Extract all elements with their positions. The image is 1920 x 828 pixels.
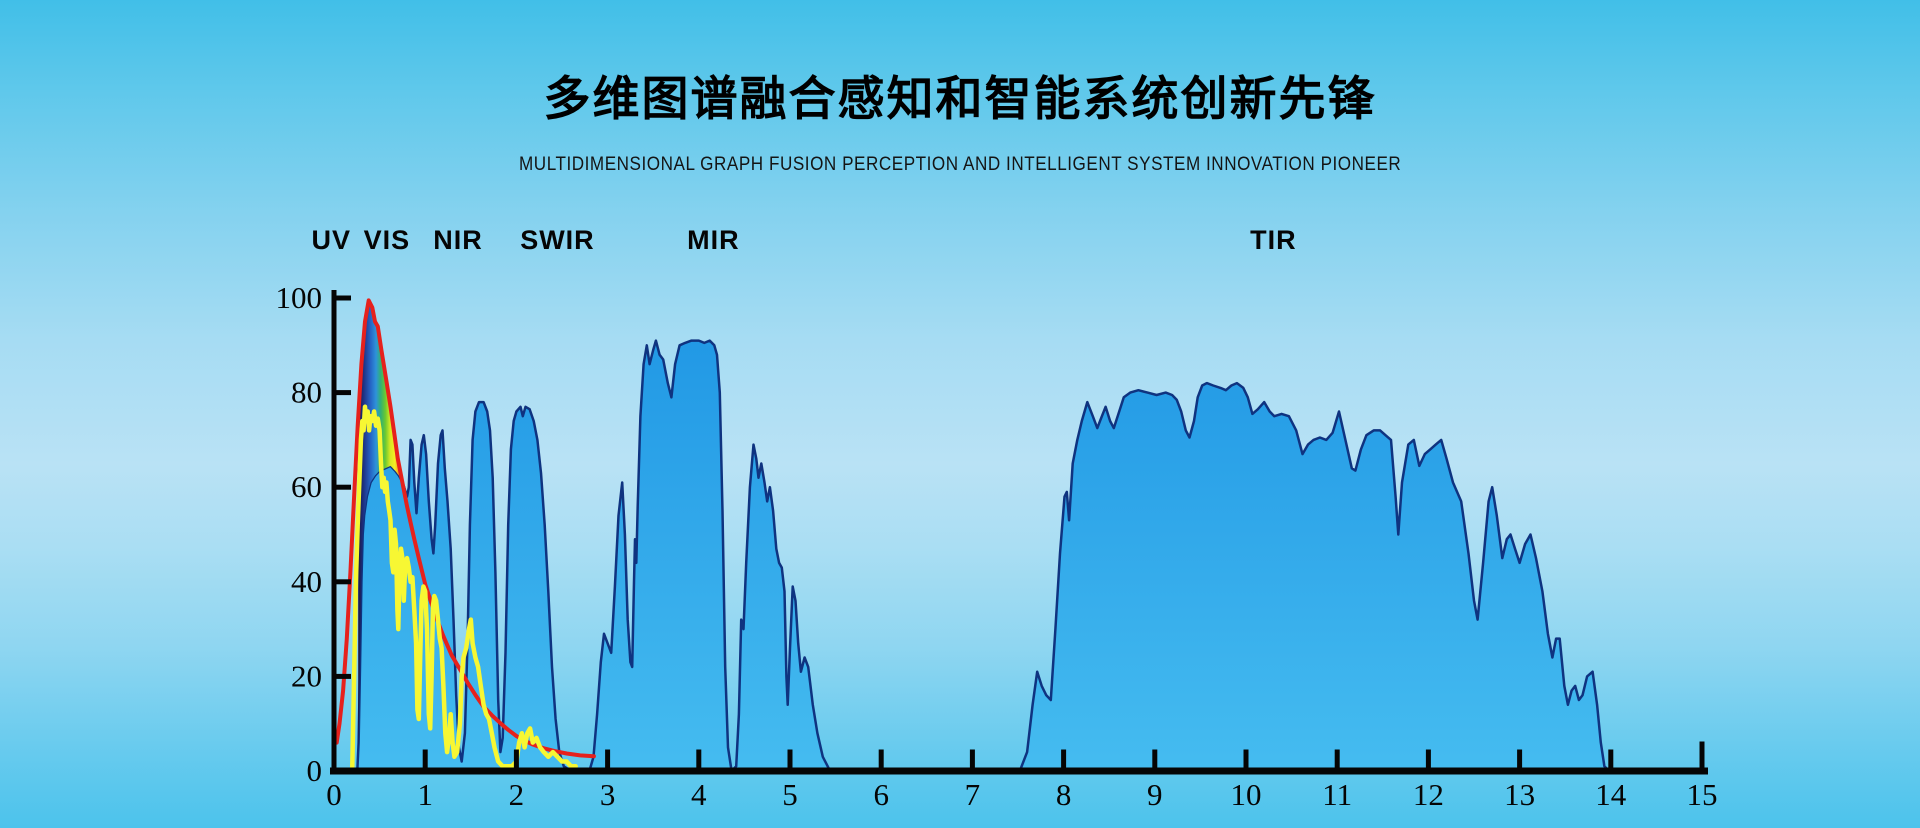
band-label-mir: MIR [687, 225, 740, 255]
x-tick-label: 15 [1687, 777, 1718, 812]
transmission-area-path [332, 339, 1704, 773]
y-tick-label: 60 [291, 469, 322, 504]
y-tick [336, 484, 351, 490]
solar-surface-curve [349, 404, 578, 774]
x-tick-label: 3 [600, 777, 616, 812]
band-label-vis: VIS [364, 225, 411, 255]
x-tick-label: 11 [1322, 777, 1352, 812]
x-tick [1152, 749, 1158, 768]
blackbody-curve-path [334, 298, 596, 759]
page-subtitle: MULTIDIMENSIONAL GRAPH FUSION PERCEPTION… [518, 154, 1402, 175]
y-tick [336, 579, 351, 585]
y-tick-label: 80 [291, 375, 322, 410]
page-title: 多维图谱融合感知和智能系统创新先锋 [543, 72, 1377, 125]
x-tick [1608, 749, 1614, 768]
x-tick-label: 14 [1595, 777, 1627, 812]
y-tick-label: 40 [291, 564, 322, 599]
y-tick [336, 390, 351, 396]
x-tick-label: 10 [1231, 777, 1262, 812]
x-tick-label: 8 [1056, 777, 1072, 812]
x-tick [969, 749, 975, 768]
x-tick [787, 749, 793, 768]
x-tick [1334, 749, 1340, 768]
band-label-tir: TIR [1250, 225, 1297, 255]
transmission-area [332, 339, 1704, 773]
x-tick-label: 1 [417, 777, 433, 812]
x-tick [422, 749, 428, 768]
axes [330, 290, 1708, 775]
x-tick-label: 2 [509, 777, 525, 812]
blackbody-curve [334, 298, 596, 759]
x-tick [878, 749, 884, 768]
x-tick [696, 749, 702, 768]
band-label-swir: SWIR [520, 225, 595, 255]
band-label-uv: UV [312, 225, 352, 255]
spectral-band-labels: UV VIS NIR SWIR MIR TIR [312, 225, 1297, 255]
page-subtitle-row: MULTIDIMENSIONAL GRAPH FUSION PERCEPTION… [0, 154, 1920, 176]
x-tick-label: 6 [873, 777, 889, 812]
x-tick [1699, 741, 1705, 768]
x-tick [513, 749, 519, 768]
x-axis-line [330, 767, 1708, 775]
x-tick-label: 4 [691, 777, 707, 812]
y-tick [336, 673, 351, 679]
x-tick-label: 0 [326, 777, 342, 812]
x-tick [605, 749, 611, 768]
x-tick [1061, 749, 1067, 768]
solar-curve-path [349, 404, 578, 774]
y-tick-label: 20 [291, 658, 322, 693]
band-label-nir: NIR [433, 225, 483, 255]
x-tick [1517, 749, 1523, 768]
y-tick-label: 100 [276, 280, 323, 315]
x-tick-label: 7 [965, 777, 981, 812]
x-tick [1243, 749, 1249, 768]
y-tick [336, 295, 351, 301]
y-axis-line [331, 290, 337, 773]
x-tick-label: 12 [1413, 777, 1444, 812]
x-tick [1425, 749, 1431, 768]
y-tick-label: 0 [307, 753, 323, 788]
x-tick-label: 5 [782, 777, 798, 812]
x-tick-label: 13 [1504, 777, 1535, 812]
x-tick-label: 9 [1147, 777, 1163, 812]
